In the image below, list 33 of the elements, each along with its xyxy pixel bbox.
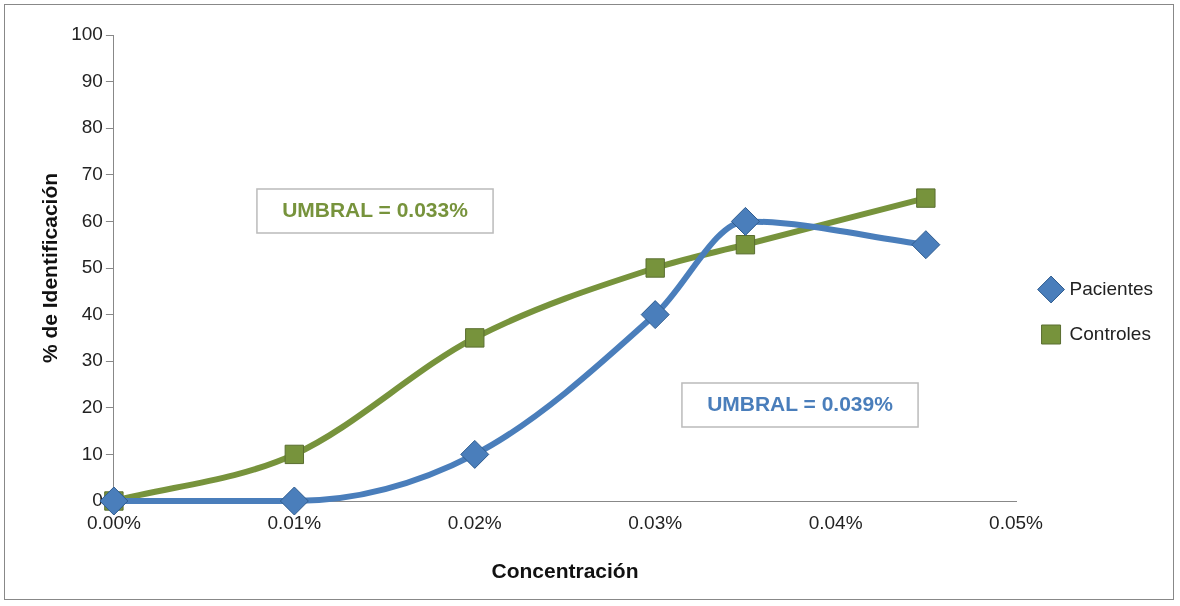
point [279,486,309,516]
legend-label: Controles [1069,322,1151,344]
annotation: UMBRAL = 0.039% [707,391,894,415]
y-tick-label: 10 [81,442,103,464]
point [911,230,941,260]
annotation: UMBRAL = 0.033% [282,197,469,221]
point [916,188,936,208]
point [465,328,485,348]
point [284,444,305,465]
y-tick-label: 70 [81,163,103,185]
y-tick-label: 0 [92,489,103,511]
point [460,439,490,469]
x-tick-label: 0.04% [808,511,863,533]
y-tick-label: 20 [81,396,103,418]
y-tick-label: 50 [81,256,103,278]
x-axis-title: Concentración [491,559,639,583]
x-tick-label: 0.02% [447,511,502,533]
point [640,300,670,330]
y-tick-label: 80 [81,116,103,138]
x-tick-label: 0.00% [86,511,141,533]
y-axis-title: % de Identificación [38,172,62,364]
point [730,206,760,236]
point [735,235,756,255]
x-tick-label: 0.05% [989,511,1044,533]
x-tick-label: 0.01% [267,511,322,533]
y-tick-label: 60 [81,209,103,231]
y-tick-label: 30 [81,349,103,371]
legend-label: Pacientes [1069,277,1154,299]
point [645,258,665,278]
y-tick-label: 90 [81,69,103,91]
y-tick-label: 100 [71,23,103,45]
y-tick-label: 40 [81,302,103,324]
x-tick-label: 0.03% [628,511,683,533]
